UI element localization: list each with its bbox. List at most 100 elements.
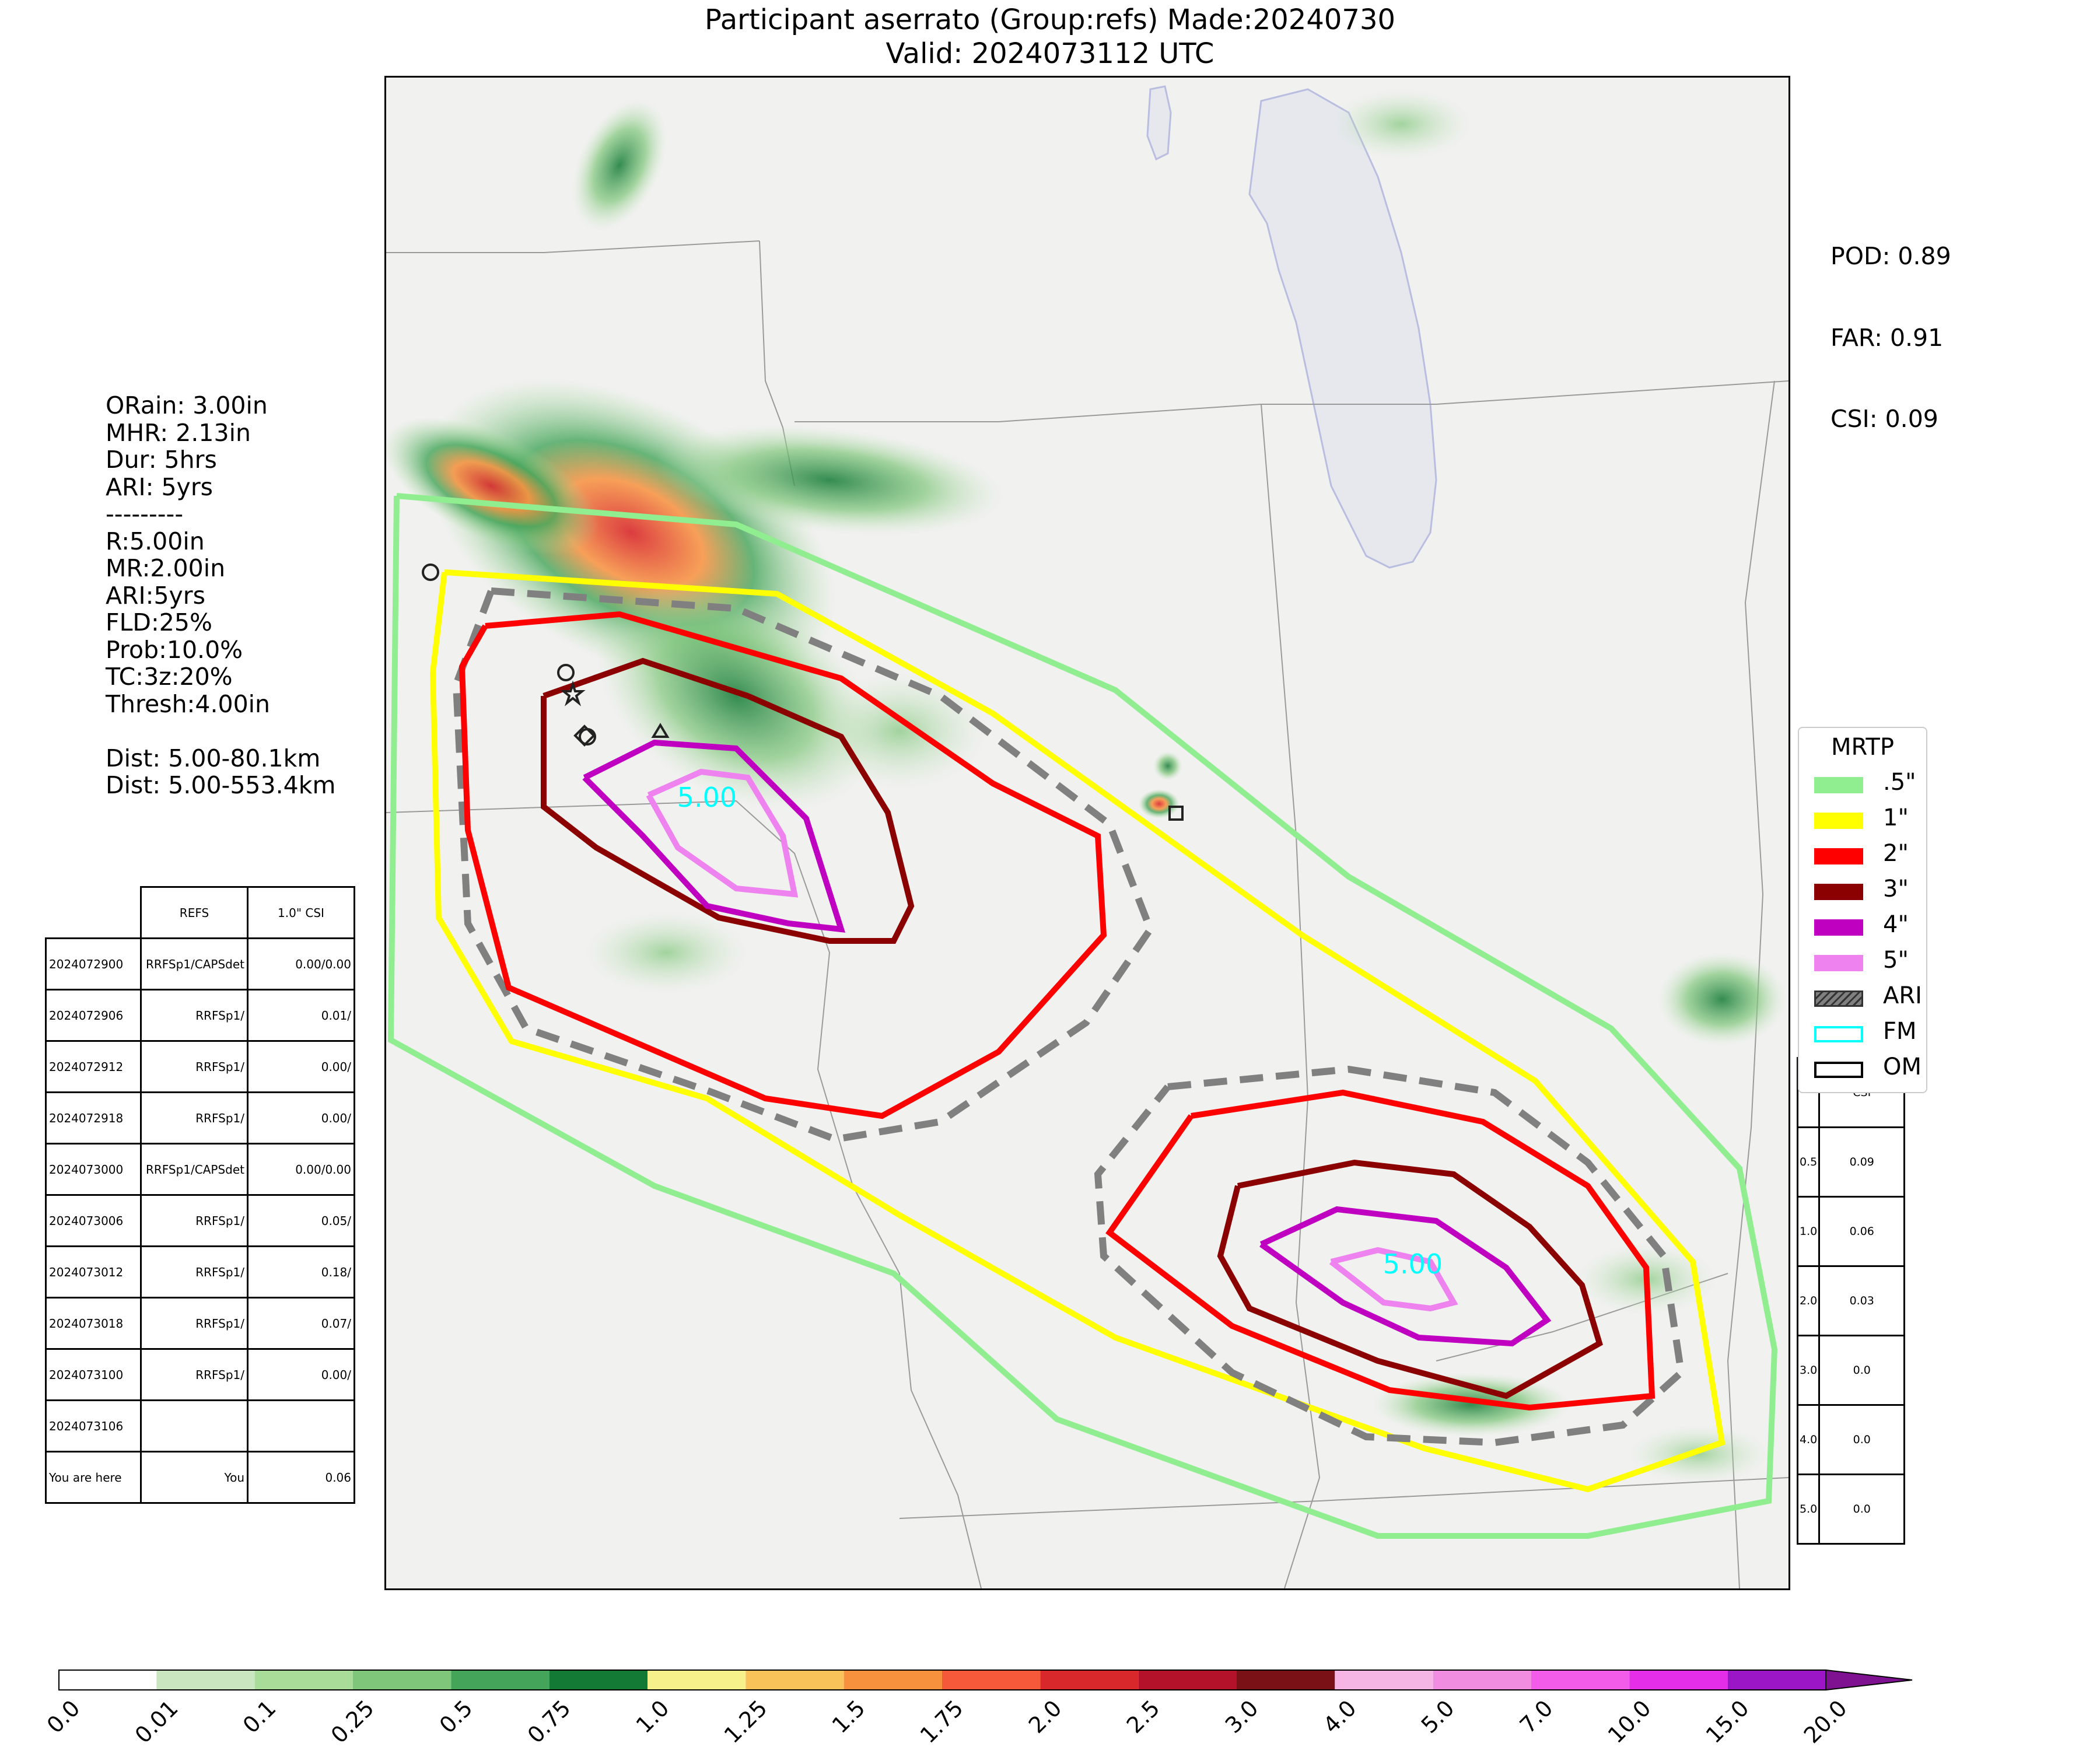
colorbar-tick-label: 0.75 bbox=[522, 1695, 576, 1748]
observation-markers bbox=[422, 564, 1184, 821]
table-row: 2024072906 RRFSp1/0.01/ bbox=[45, 989, 355, 1042]
colorbar-tick-label: 0.5 bbox=[434, 1695, 478, 1738]
mrtp-legend: MRTP .5" 1" 2" 3" 4" 5" ARI FM OM bbox=[1798, 727, 1927, 1093]
table-cell: 2024072918 bbox=[45, 1091, 142, 1144]
threshold-cell: 0.0 bbox=[1818, 1404, 1906, 1475]
param-line: R:5.00in bbox=[106, 527, 205, 555]
legend-item: 2" bbox=[1808, 838, 1925, 874]
threshold-row: 5.0 0.0 bbox=[1796, 1474, 1906, 1545]
threshold-cell: 0.0 bbox=[1818, 1335, 1906, 1406]
colorbar-tick-label: 1.25 bbox=[719, 1695, 772, 1748]
legend-item: FM bbox=[1808, 1016, 1925, 1052]
param-line: FLD:25% bbox=[106, 608, 212, 636]
table-cell: 2024073012 bbox=[45, 1245, 142, 1298]
contour-5-inch bbox=[646, 768, 799, 898]
contour-0-5-inch bbox=[387, 493, 1778, 1539]
obs-square-marker bbox=[1168, 806, 1184, 821]
table-cell: You are here bbox=[45, 1451, 142, 1504]
table-row: 2024073106 bbox=[45, 1399, 355, 1452]
param-line: MR:2.00in bbox=[106, 554, 226, 582]
contour-2-inch bbox=[459, 611, 1107, 1119]
table-cell: RRFSp1/ bbox=[140, 1245, 249, 1298]
legend-swatch bbox=[1814, 1026, 1863, 1042]
contour-label-se: 5.00 bbox=[1383, 1248, 1443, 1280]
colorbar-segment bbox=[1727, 1670, 1826, 1690]
lake-michigan bbox=[1248, 88, 1437, 569]
threshold-cell: 0.06 bbox=[1818, 1196, 1906, 1267]
legend-item: 4" bbox=[1808, 909, 1925, 945]
colorbar-tick-label: 1.5 bbox=[827, 1695, 870, 1738]
legend-item: 3" bbox=[1808, 873, 1925, 909]
map-panel: 5.00 5.00 bbox=[384, 76, 1790, 1590]
param-line: ARI:5yrs bbox=[106, 581, 206, 610]
table-cell: RRFSp1/ bbox=[140, 989, 249, 1042]
contour-ari-se bbox=[1094, 1065, 1685, 1447]
colorbar-tick-label: 15.0 bbox=[1700, 1695, 1754, 1748]
legend-swatch bbox=[1814, 991, 1863, 1007]
verification-scores: POD: 0.89 FAR: 0.91 CSI: 0.09 bbox=[1831, 188, 1951, 460]
table-row: 2024072900 RRFSp1/CAPSdet 0.00/0.00 bbox=[45, 937, 355, 991]
forecast-parameters: ORain: 3.00in MHR: 2.13in Dur: 5hrs ARI: 5y… bbox=[106, 392, 335, 799]
colorbar-segment bbox=[549, 1670, 648, 1690]
table-cell bbox=[140, 1399, 249, 1452]
legend-label: 2" bbox=[1883, 840, 1909, 867]
colorbar-tick-label: 4.0 bbox=[1318, 1695, 1362, 1738]
contour-1-inch bbox=[429, 569, 1726, 1493]
threshold-cell: 2.0 bbox=[1796, 1265, 1821, 1336]
threshold-cell: 3.0 bbox=[1796, 1335, 1821, 1406]
obs-star-marker bbox=[560, 680, 586, 706]
legend-swatch bbox=[1814, 884, 1863, 900]
contour-2-inch-se bbox=[1105, 1089, 1656, 1411]
colorbar-segment bbox=[648, 1670, 746, 1690]
table-cell: RRFSp1/CAPSdet bbox=[140, 1143, 249, 1196]
map-canvas: 5.00 5.00 bbox=[386, 85, 1788, 1588]
table-cell: 0.00/ bbox=[247, 1348, 355, 1401]
table-cell: RRFSp1/ bbox=[140, 1091, 249, 1144]
param-line: --------- bbox=[106, 500, 184, 528]
legend-swatch bbox=[1814, 955, 1863, 971]
legend-item: OM bbox=[1808, 1051, 1925, 1087]
colorbar-tick-label: 7.0 bbox=[1514, 1695, 1558, 1738]
colorbar-tick-label: 1.75 bbox=[915, 1695, 969, 1748]
legend-label: ARI bbox=[1883, 982, 1922, 1009]
table-header-cell: REFS bbox=[140, 886, 249, 939]
param-line bbox=[106, 718, 335, 745]
threshold-cell: 1.0 bbox=[1796, 1196, 1821, 1267]
param-line: MHR: 2.13in bbox=[106, 418, 251, 447]
table-cell: You bbox=[140, 1451, 249, 1504]
contour-4-inch bbox=[582, 739, 846, 933]
legend-label: 3" bbox=[1883, 876, 1909, 902]
colorbar-tick-label: 3.0 bbox=[1220, 1695, 1264, 1738]
colorbar-segment bbox=[746, 1670, 844, 1690]
table-cell: 2024072912 bbox=[45, 1040, 142, 1093]
chart-title: Participant aserrato (Group:refs) Made:2… bbox=[0, 3, 2100, 71]
colorbar-segment bbox=[1531, 1670, 1630, 1690]
threshold-cell: 0.09 bbox=[1818, 1126, 1906, 1198]
table-cell: RRFSp1/CAPSdet bbox=[140, 937, 249, 991]
param-line: TC:3z:20% bbox=[106, 663, 233, 691]
obs-diamond-marker bbox=[573, 724, 596, 747]
colorbar-tick-label: 2.5 bbox=[1121, 1695, 1165, 1738]
legend-swatch bbox=[1814, 919, 1863, 936]
param-line: Prob:10.0% bbox=[106, 635, 243, 664]
colorbar-tick-label: 2.0 bbox=[1023, 1695, 1067, 1738]
contour-3-inch bbox=[541, 657, 915, 944]
threshold-row: 2.0 0.03 bbox=[1796, 1265, 1906, 1336]
colorbar-tick-label: 1.0 bbox=[631, 1695, 674, 1738]
threshold-row: 4.0 0.0 bbox=[1796, 1404, 1906, 1475]
table-header-cell bbox=[46, 887, 142, 939]
table-row: You are here You 0.06 bbox=[45, 1451, 355, 1504]
far-score: FAR: 0.91 bbox=[1831, 323, 1944, 352]
rainfall-shading bbox=[386, 89, 1786, 1483]
pod-score: POD: 0.89 bbox=[1831, 242, 1951, 270]
table-cell: 2024073100 bbox=[45, 1348, 142, 1401]
obs-circle-marker bbox=[422, 564, 439, 581]
table-cell: 0.18/ bbox=[247, 1245, 355, 1298]
legend-label: 4" bbox=[1883, 911, 1909, 938]
colorbar-segment bbox=[254, 1670, 353, 1690]
colorbar-tick-label: 10.0 bbox=[1602, 1695, 1656, 1748]
legend-item: .5" bbox=[1808, 766, 1925, 803]
table-row: 2024072912 RRFSp1/0.00/ bbox=[45, 1040, 355, 1093]
param-line: ARI: 5yrs bbox=[106, 473, 214, 501]
obs-circle-marker bbox=[557, 664, 575, 681]
